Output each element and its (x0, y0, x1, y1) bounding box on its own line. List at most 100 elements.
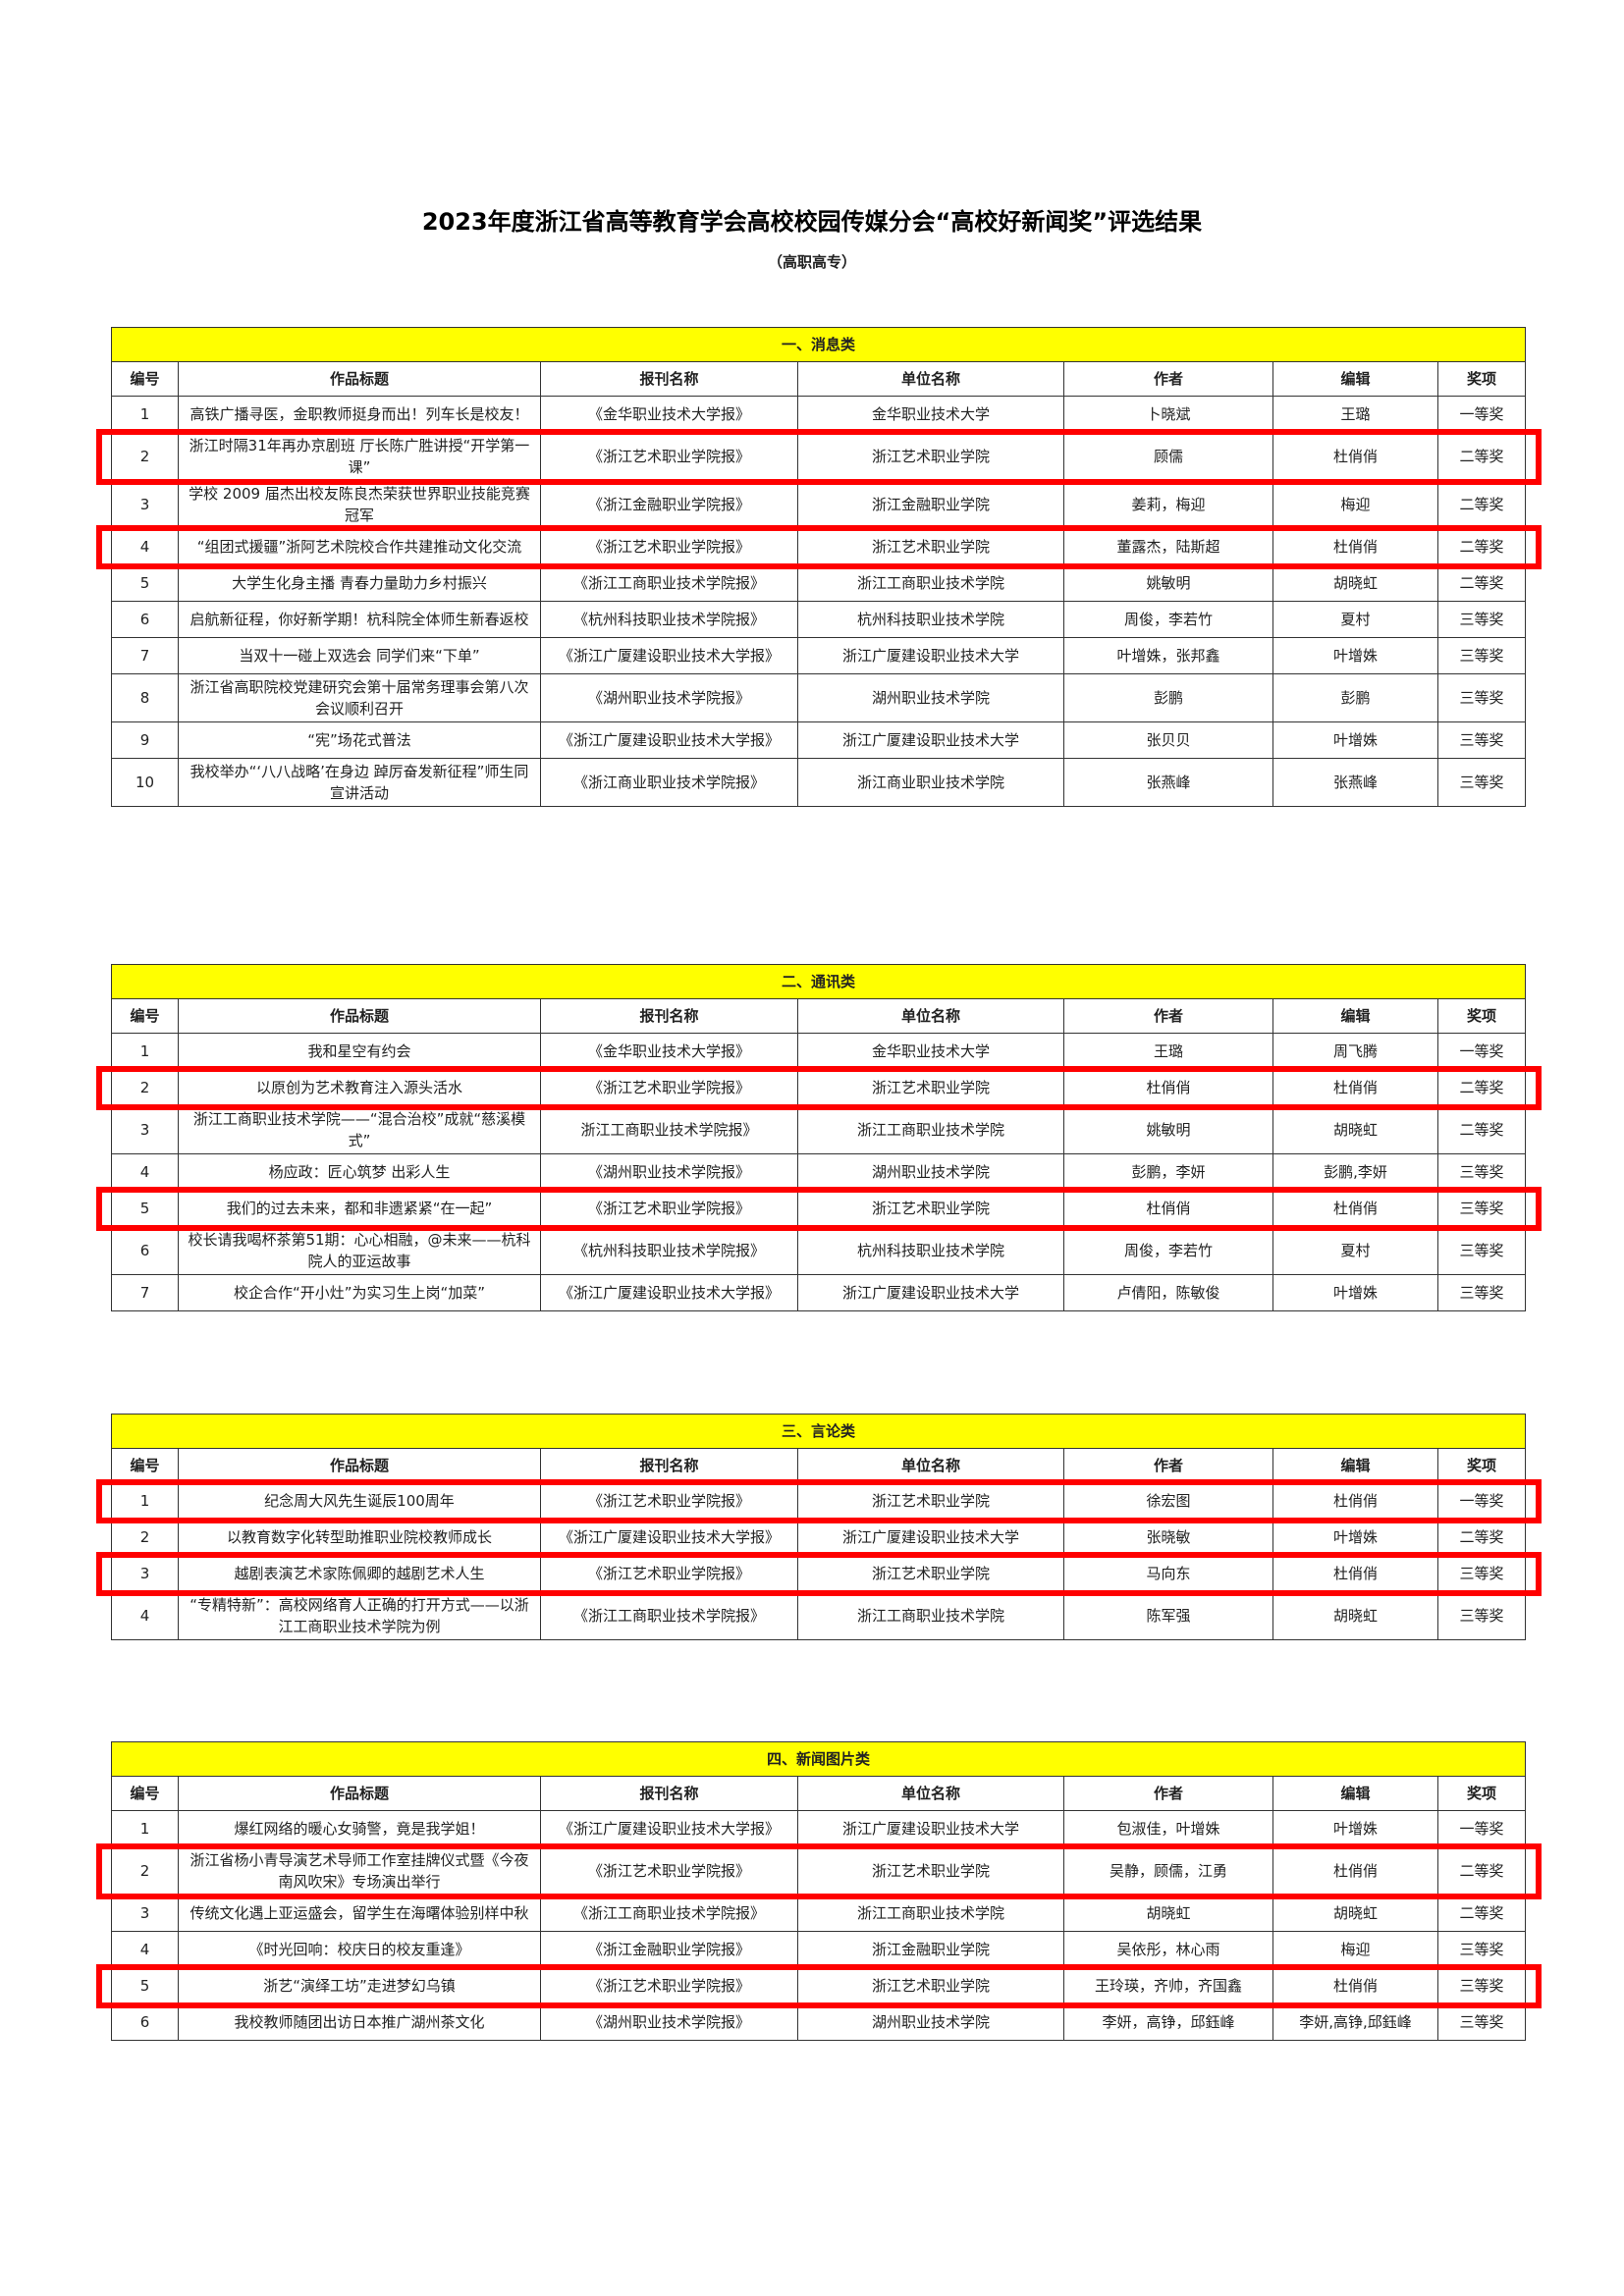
cell-unit: 浙江广厦建设职业技术大学 (797, 637, 1064, 674)
cell-number: 5 (111, 1967, 179, 2004)
cell-unit: 湖州职业技术学院 (797, 1153, 1064, 1191)
cell-editor: 杜俏俏 (1272, 1190, 1438, 1227)
cell-award: 三等奖 (1437, 1967, 1526, 2004)
cell-author: 胡晓虹 (1063, 1895, 1273, 1932)
cell-title: 我校教师随团出访日本推广湖州茶文化 (178, 2003, 541, 2041)
column-header: 报刊名称 (540, 998, 798, 1034)
cell-author: 董露杰，陆斯超 (1063, 528, 1273, 565)
cell-paper: 《浙江艺术职业学院报》 (540, 1846, 798, 1896)
table-row: 6 启航新征程，你好新学期！杭科院全体师生新春返校 《杭州科技职业技术学院报》 杭州科… (111, 601, 1527, 638)
cell-unit: 浙江广厦建设职业技术大学 (797, 1519, 1064, 1556)
cell-editor: 叶增姝 (1272, 721, 1438, 759)
cell-editor: 李妍,高铮,邱鈺峰 (1272, 2003, 1438, 2041)
cell-unit: 杭州科技职业技术学院 (797, 601, 1064, 638)
table-row: 9 “宪”场花式普法 《浙江广厦建设职业技术大学报》 浙江广厦建设职业技术大学 张贝贝叶… (111, 721, 1527, 759)
cell-title: 浙江时隔31年再办京剧班 厅长陈广胜讲授“开学第一课” (178, 432, 541, 481)
table-row: 5 大学生化身主播 青春力量助力乡村振兴 《浙江工商职业技术学院报》 浙江工商职业技术… (111, 564, 1527, 602)
column-header: 作者 (1063, 361, 1273, 397)
cell-editor: 王璐 (1272, 396, 1438, 433)
table-row: 10 我校举办“‘八八战略’在身边 踔厉奋发新征程”师生同宣讲活动 《浙江商业职业技… (111, 758, 1527, 807)
cell-author: 包淑佳，叶增姝 (1063, 1810, 1273, 1847)
cell-author: 吴静，顾儒，江勇 (1063, 1846, 1273, 1896)
cell-title: 我和星空有约会 (178, 1033, 541, 1070)
cell-award: 三等奖 (1436, 758, 1527, 807)
cell-author: 彭鹏，李妍 (1063, 1153, 1273, 1191)
cell-award: 二等奖 (1436, 1519, 1527, 1556)
column-header: 单位名称 (797, 998, 1064, 1034)
cell-number: 3 (111, 1555, 179, 1592)
table-row: 4 《时光回响：校庆日的校友重逢》 《浙江金融职业学院报》 浙江金融职业学院 吴依彤，林… (111, 1931, 1526, 1968)
cell-award: 二等奖 (1436, 528, 1527, 565)
cell-title: 高铁广播寻医，金职教师挺身而出！列车长是校友！ (178, 396, 541, 433)
column-header: 作者 (1063, 998, 1273, 1034)
section-heading: 三、言论类 (110, 1414, 1527, 1449)
cell-author: 陈军强 (1063, 1591, 1273, 1640)
cell-unit: 浙江艺术职业学院 (797, 528, 1064, 565)
cell-author: 姚敏明 (1063, 564, 1273, 602)
column-header: 编号 (111, 1776, 179, 1811)
column-header: 作者 (1063, 1448, 1273, 1483)
cell-award: 二等奖 (1436, 564, 1527, 602)
cell-paper: 《浙江艺术职业学院报》 (540, 1190, 798, 1227)
table-row: 3 越剧表演艺术家陈佩卿的越剧艺术人生 《浙江艺术职业学院报》 浙江艺术职业学院 马向东… (111, 1555, 1527, 1592)
table-row: 3 学校 2009 届杰出校友陈良杰荣获世界职业技能竞赛冠军 《浙江金融职业学院报》… (111, 480, 1527, 529)
cell-editor: 杜俏俏 (1272, 1482, 1438, 1520)
cell-unit: 浙江工商职业技术学院 (797, 1105, 1064, 1154)
cell-title: “专精特新”：高校网络育人正确的打开方式——以浙江工商职业技术学院为例 (178, 1591, 541, 1640)
cell-unit: 浙江金融职业学院 (797, 480, 1064, 529)
cell-award: 一等奖 (1436, 396, 1527, 433)
cell-editor: 杜俏俏 (1272, 1069, 1438, 1106)
cell-author: 姜莉，梅迎 (1063, 480, 1273, 529)
column-header: 作品标题 (178, 1448, 541, 1483)
cell-title: 越剧表演艺术家陈佩卿的越剧艺术人生 (178, 1555, 541, 1592)
cell-editor: 彭鹏,李妍 (1272, 1153, 1438, 1191)
column-header: 奖项 (1436, 1448, 1527, 1483)
cell-editor: 胡晓虹 (1272, 1105, 1438, 1154)
cell-number: 4 (111, 1591, 179, 1640)
cell-paper: 《浙江工商职业技术学院报》 (540, 564, 798, 602)
cell-unit: 金华职业技术大学 (797, 1033, 1064, 1070)
cell-title: 浙艺“演绎工坊”走进梦幻乌镇 (178, 1967, 541, 2004)
cell-award: 三等奖 (1436, 1226, 1527, 1275)
cell-author: 杜俏俏 (1063, 1190, 1273, 1227)
cell-title: 以原创为艺术教育注入源头活水 (178, 1069, 541, 1106)
column-header: 报刊名称 (540, 1448, 798, 1483)
cell-number: 6 (111, 601, 179, 638)
cell-editor: 叶增姝 (1272, 1519, 1438, 1556)
cell-paper: 《浙江广厦建设职业技术大学报》 (540, 1274, 798, 1311)
cell-number: 2 (111, 1519, 179, 1556)
table-row: 2 浙江省杨小青导演艺术导师工作室挂牌仪式暨《今夜南风吹宋》专场演出举行 《浙江艺术… (111, 1846, 1526, 1896)
cell-editor: 杜俏俏 (1272, 432, 1438, 481)
cell-number: 7 (111, 1274, 179, 1311)
cell-author: 张贝贝 (1063, 721, 1273, 759)
cell-title: 校企合作“开小灶”为实习生上岗“加菜” (178, 1274, 541, 1311)
cell-author: 杜俏俏 (1063, 1069, 1273, 1106)
cell-title: 大学生化身主播 青春力量助力乡村振兴 (178, 564, 541, 602)
cell-title: 校长请我喝杯茶第51期：心心相融，@未来——杭科院人的亚运故事 (178, 1226, 541, 1275)
cell-number: 10 (111, 758, 179, 807)
cell-unit: 湖州职业技术学院 (797, 673, 1064, 722)
cell-paper: 《浙江艺术职业学院报》 (540, 1482, 798, 1520)
cell-author: 李妍，高铮，邱鈺峰 (1063, 2003, 1273, 2041)
column-header: 编号 (111, 1448, 179, 1483)
table-row: 6 校长请我喝杯茶第51期：心心相融，@未来——杭科院人的亚运故事 《杭州科技职业技… (111, 1226, 1527, 1275)
cell-title: 爆红网络的暖心女骑警，竟是我学姐！ (178, 1810, 541, 1847)
cell-number: 8 (111, 673, 179, 722)
cell-unit: 浙江工商职业技术学院 (797, 1591, 1064, 1640)
column-header: 报刊名称 (540, 361, 798, 397)
table-row: 1 我和星空有约会 《金华职业技术大学报》 金华职业技术大学 王璐 周飞腾 一等奖 (111, 1033, 1527, 1070)
cell-number: 1 (111, 1810, 179, 1847)
cell-paper: 《杭州科技职业技术学院报》 (540, 1226, 798, 1275)
cell-number: 1 (111, 396, 179, 433)
cell-number: 6 (111, 1226, 179, 1275)
column-header: 单位名称 (797, 1448, 1064, 1483)
table-row: 2 以原创为艺术教育注入源头活水 《浙江艺术职业学院报》 浙江艺术职业学院 杜俏俏 杜俏俏… (111, 1069, 1527, 1106)
cell-author: 顾儒 (1063, 432, 1273, 481)
cell-number: 5 (111, 564, 179, 602)
cell-paper: 《浙江艺术职业学院报》 (540, 1069, 798, 1106)
table-row: 1 高铁广播寻医，金职教师挺身而出！列车长是校友！ 《金华职业技术大学报》 金华职业技… (111, 396, 1527, 433)
table-row: 2 以教育数字化转型助推职业院校教师成长 《浙江广厦建设职业技术大学报》 浙江广厦建设… (111, 1519, 1527, 1556)
column-header: 作者 (1063, 1776, 1273, 1811)
cell-editor: 杜俏俏 (1272, 1846, 1438, 1896)
cell-unit: 浙江艺术职业学院 (797, 1069, 1064, 1106)
